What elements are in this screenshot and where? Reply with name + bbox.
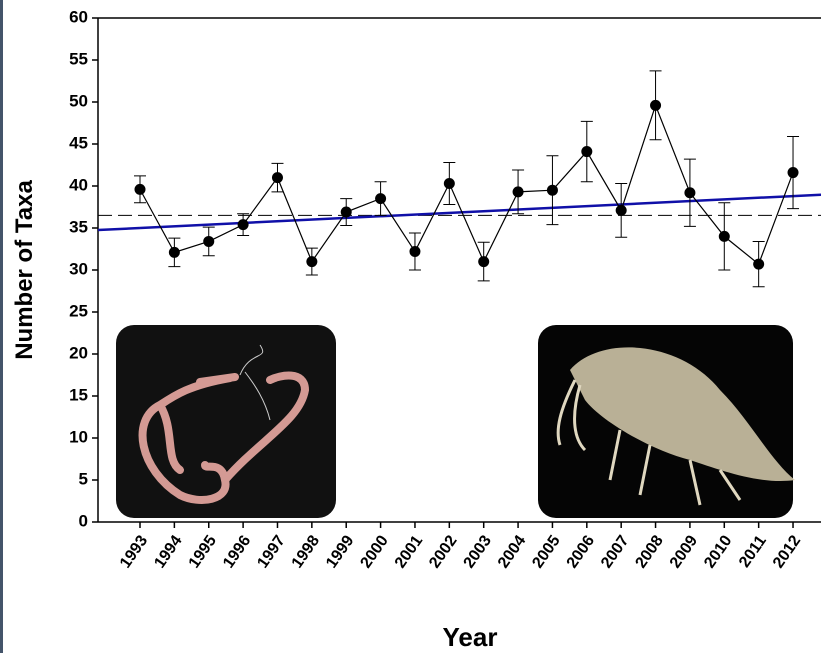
data-point xyxy=(787,167,799,179)
data-point xyxy=(546,184,558,196)
x-tick-label: 2002 xyxy=(426,532,460,571)
x-tick-label: 1995 xyxy=(186,532,220,571)
y-tick-label: 40 xyxy=(69,175,88,194)
x-tick-label: 1999 xyxy=(323,532,357,571)
data-point xyxy=(237,219,249,231)
x-tick-label: 2009 xyxy=(667,532,701,571)
y-tick-label: 60 xyxy=(69,7,88,26)
trend-extension xyxy=(792,193,821,198)
y-tick-label: 20 xyxy=(69,343,88,362)
data-point xyxy=(650,99,662,111)
x-tick-label: 1997 xyxy=(254,532,288,571)
x-tick-label: 1993 xyxy=(117,532,151,571)
data-point xyxy=(271,172,283,184)
x-axis-title: Year xyxy=(443,622,498,652)
data-point xyxy=(168,246,180,258)
y-tick-label: 10 xyxy=(69,427,88,446)
x-tick-label: 1994 xyxy=(151,532,185,571)
data-point xyxy=(134,183,146,195)
y-tick-label: 25 xyxy=(69,301,88,320)
photo-amphipod xyxy=(538,325,795,518)
data-point xyxy=(581,146,593,158)
trend-extension xyxy=(97,226,141,232)
x-tick-label: 2000 xyxy=(358,532,392,571)
y-tick-label: 0 xyxy=(79,511,88,530)
trend-line xyxy=(139,194,794,230)
x-tick-label: 2001 xyxy=(392,532,426,571)
series-line xyxy=(139,103,794,266)
x-tick-label: 2003 xyxy=(461,532,495,571)
y-tick-label: 55 xyxy=(69,49,88,68)
y-tick-label: 50 xyxy=(69,91,88,110)
data-point xyxy=(753,258,765,270)
data-point xyxy=(684,187,696,199)
x-tick-label: 2007 xyxy=(598,532,632,571)
data-point xyxy=(306,256,318,268)
x-tick-label: 1998 xyxy=(289,532,323,571)
y-tick-label: 15 xyxy=(69,385,88,404)
data-point xyxy=(340,206,352,218)
y-tick-label: 45 xyxy=(69,133,88,152)
data-point xyxy=(512,186,524,198)
x-tick-label: 2011 xyxy=(736,532,770,570)
data-point xyxy=(443,177,455,189)
data-point xyxy=(409,246,421,258)
data-point xyxy=(718,230,730,242)
y-tick-label: 5 xyxy=(79,469,88,488)
data-point xyxy=(615,204,627,216)
x-tick-label: 2005 xyxy=(529,532,563,571)
x-tick-label: 2010 xyxy=(701,532,735,571)
x-tick-label: 2004 xyxy=(495,532,529,571)
y-axis-title: Number of Taxa xyxy=(11,180,38,360)
data-point xyxy=(375,193,387,205)
x-tick-label: 1996 xyxy=(220,532,254,571)
x-tick-label: 2006 xyxy=(564,532,598,571)
x-tick-label: 2012 xyxy=(770,532,804,571)
photo-worm xyxy=(116,325,336,518)
frame-edge xyxy=(0,0,3,653)
y-tick-label: 35 xyxy=(69,217,88,236)
x-tick-label: 2008 xyxy=(632,532,666,571)
data-point xyxy=(478,256,490,268)
data-point xyxy=(203,235,215,247)
y-tick-label: 30 xyxy=(69,259,88,278)
